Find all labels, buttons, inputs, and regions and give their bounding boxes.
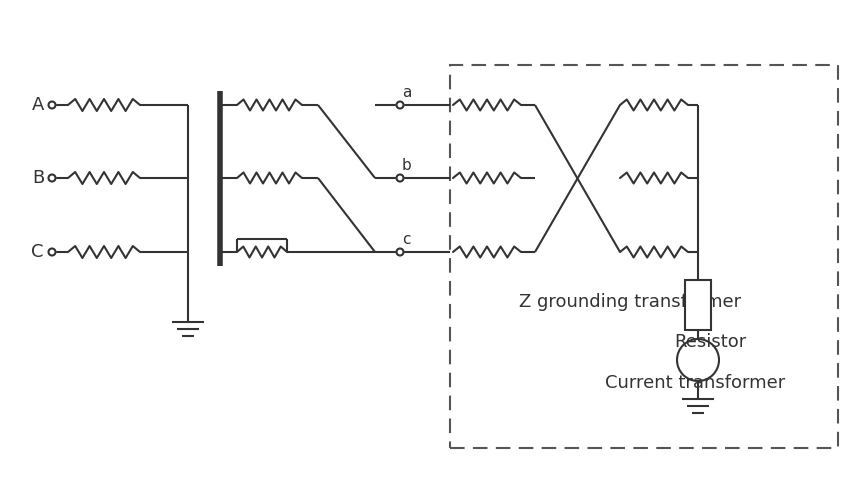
- Text: Resistor: Resistor: [674, 333, 746, 351]
- Bar: [685, 280, 711, 330]
- Circle shape: [397, 249, 403, 255]
- Text: A: A: [32, 96, 44, 114]
- Text: a: a: [402, 84, 411, 99]
- Circle shape: [48, 249, 55, 255]
- Circle shape: [397, 175, 403, 182]
- Bar: [450, 65, 838, 448]
- Circle shape: [48, 101, 55, 108]
- Text: b: b: [402, 158, 412, 173]
- Text: Z grounding transformer: Z grounding transformer: [519, 293, 741, 311]
- Circle shape: [48, 175, 55, 182]
- Text: c: c: [402, 232, 410, 247]
- Circle shape: [397, 101, 403, 108]
- Text: C: C: [31, 243, 44, 261]
- Text: Current transformer: Current transformer: [605, 374, 785, 392]
- Text: B: B: [32, 169, 44, 187]
